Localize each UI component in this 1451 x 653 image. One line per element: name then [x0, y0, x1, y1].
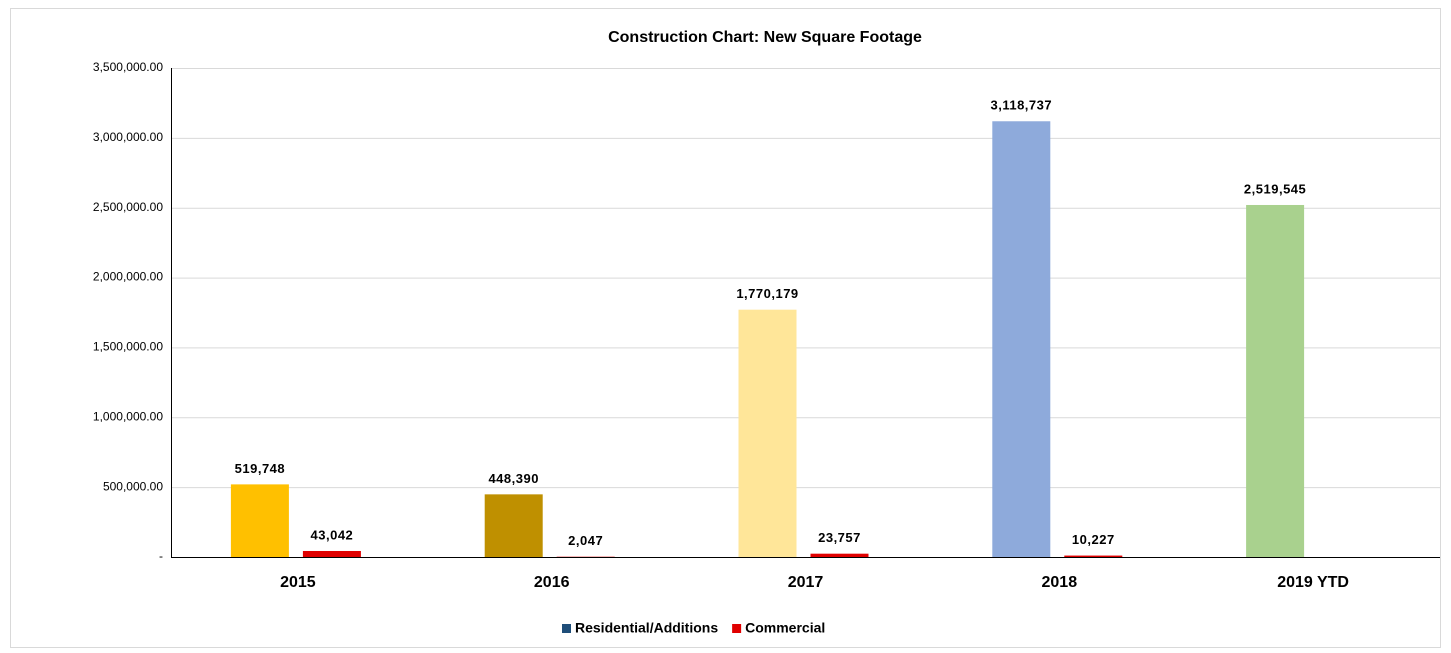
y-tick-label: 1,000,000.00 [93, 409, 163, 423]
legend-swatch [732, 624, 742, 633]
x-tick-label: 2016 [534, 574, 570, 591]
data-label: 2,047 [568, 533, 603, 548]
bar [738, 309, 797, 557]
data-label: 10,227 [1072, 532, 1115, 547]
x-tick-label: 2017 [788, 574, 824, 591]
x-tick-label: 2019 YTD [1277, 574, 1349, 591]
bar [1246, 204, 1305, 557]
bar [992, 121, 1051, 558]
data-label: 23,757 [818, 530, 861, 545]
bar [230, 484, 289, 557]
x-tick-label: 2015 [280, 574, 316, 591]
data-label: 1,770,179 [736, 286, 798, 301]
y-tick-label: 1,500,000.00 [93, 340, 163, 354]
legend-swatch [562, 624, 571, 633]
y-tick-label: 500,000.00 [103, 479, 163, 493]
bar [810, 553, 869, 557]
bar [1064, 555, 1123, 557]
y-tick-label: 3,500,000.00 [93, 60, 163, 74]
chart-frame [10, 8, 1441, 648]
data-label: 3,118,737 [990, 98, 1052, 113]
y-tick-label: - [159, 549, 163, 563]
data-label: 2,519,545 [1244, 181, 1306, 196]
x-tick-label: 2018 [1042, 574, 1078, 591]
y-tick-label: 2,000,000.00 [93, 270, 163, 284]
data-label: 448,390 [488, 471, 539, 486]
y-tick-label: 2,500,000.00 [93, 200, 163, 214]
bar [302, 550, 361, 557]
data-label: 519,748 [235, 461, 286, 476]
data-label: 43,042 [311, 527, 354, 542]
chart-title: Construction Chart: New Square Footage [608, 29, 922, 46]
bar [484, 494, 543, 557]
y-tick-label: 3,000,000.00 [93, 130, 163, 144]
legend-label: Commercial [745, 620, 825, 636]
legend-label: Residential/Additions [575, 620, 718, 636]
